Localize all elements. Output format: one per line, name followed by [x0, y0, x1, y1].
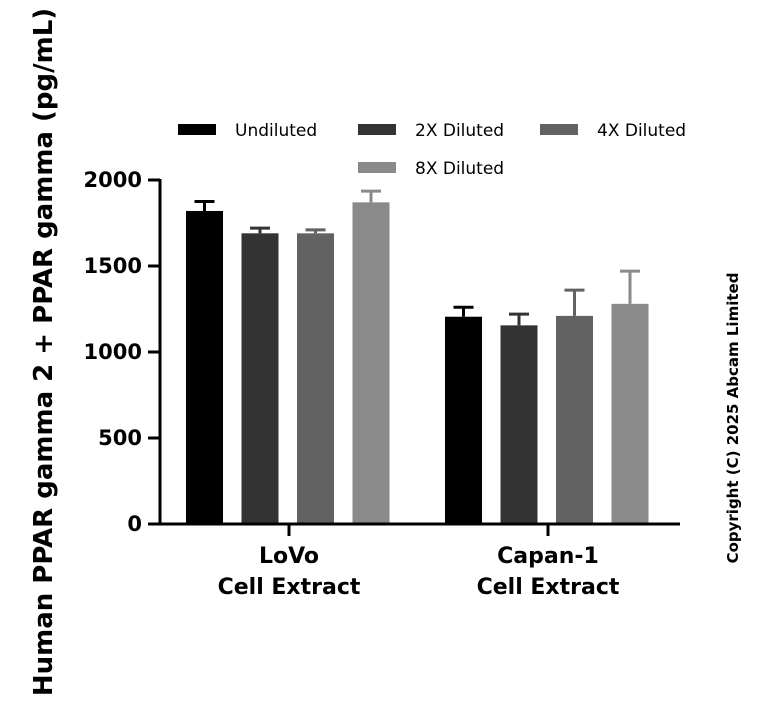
x-tick-label: Capan-1 [497, 544, 599, 569]
legend-swatch [358, 162, 396, 173]
legend-label: 4X Diluted [597, 121, 686, 141]
bar [445, 316, 482, 524]
y-axis: 0 500 1000 1500 2000 [84, 168, 162, 536]
y-tick-label: 500 [98, 426, 142, 450]
legend: Undiluted 2X Diluted 4X Diluted 8X Diluted [178, 121, 686, 179]
y-axis-title: Human PPAR gamma 2 + PPAR gamma (pg/mL) [29, 8, 59, 696]
bar [556, 315, 593, 524]
bar [186, 210, 223, 524]
legend-swatch [540, 124, 578, 135]
bar [611, 303, 649, 524]
legend-swatch [358, 124, 396, 135]
y-tick-label: 1500 [84, 254, 142, 278]
bars [186, 202, 649, 525]
x-tick-label: LoVo [259, 544, 319, 569]
legend-label: Undiluted [235, 121, 317, 141]
y-tick-label: 0 [127, 512, 142, 536]
legend-label: 2X Diluted [415, 121, 504, 141]
bar [241, 233, 279, 524]
x-axis: LoVo Cell Extract Capan-1 Cell Extract [159, 522, 680, 600]
legend-label: 8X Diluted [415, 159, 504, 179]
bar [500, 325, 538, 524]
legend-swatch [178, 124, 216, 135]
y-tick-label: 1000 [84, 340, 142, 364]
bar [297, 233, 334, 524]
x-tick-label: Cell Extract [477, 575, 620, 600]
y-tick-label: 2000 [84, 168, 142, 192]
error-bars [194, 189, 640, 326]
x-tick-label: Cell Extract [218, 575, 361, 600]
copyright-notice: Copyright (C) 2025 Abcam Limited [724, 273, 742, 564]
bar [352, 202, 390, 525]
